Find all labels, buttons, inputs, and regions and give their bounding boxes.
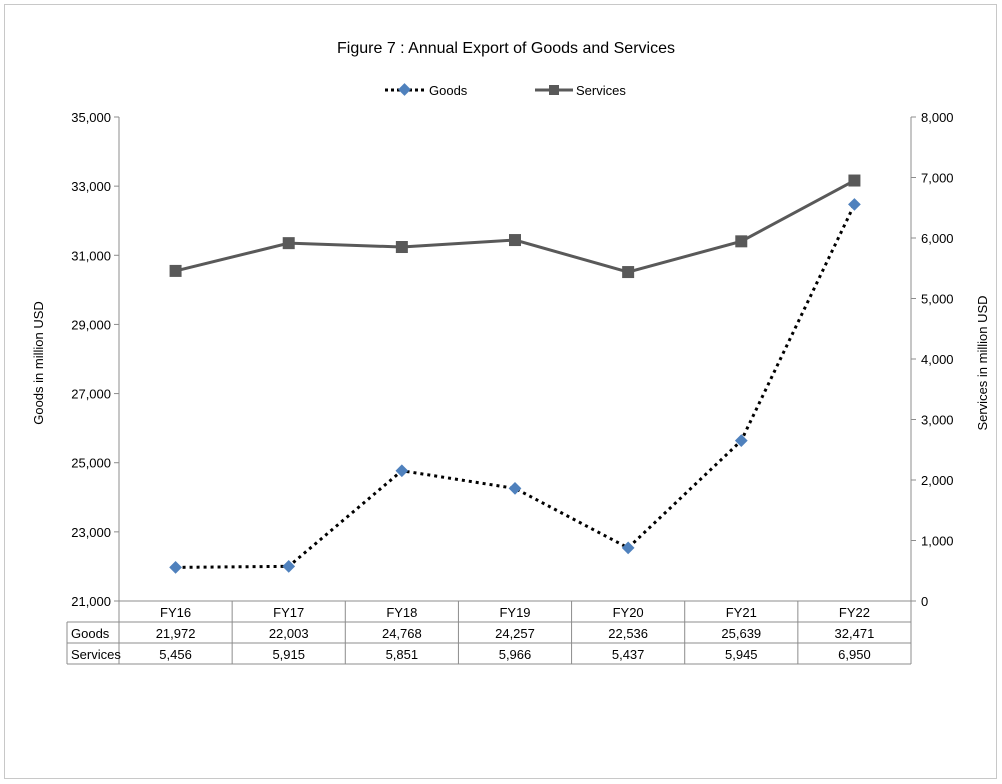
x-tick-label: FY19 [499,605,530,620]
table-cell: 5,945 [725,647,758,662]
y-axis-right-label: Services in million USD [975,295,990,430]
table-cell: 5,437 [612,647,645,662]
y-left-tick-label: 21,000 [71,594,111,609]
y-left-tick-label: 23,000 [71,525,111,540]
legend-item-goods: Goods [385,83,468,98]
services-point [848,174,861,187]
table-cell: 24,257 [495,626,535,641]
x-tick-label: FY16 [160,605,191,620]
table-cell: 5,966 [499,647,532,662]
y-right-tick-label: 6,000 [921,231,954,246]
services-point [169,264,182,277]
goods-point [395,464,409,478]
x-tick-label: FY18 [386,605,417,620]
y-right-tick-label: 7,000 [921,171,954,186]
plot-area: 21,000 23,000 25,000 27,000 29,000 31,000 33,0… [66,110,954,665]
table-cell: 5,456 [159,647,192,662]
services-point [622,266,635,279]
legend-label-services: Services [576,83,626,98]
diamond-marker-icon [398,83,411,96]
y-left-tick-label: 33,000 [71,179,111,194]
y-right-tick-label: 4,000 [921,352,954,367]
services-point [735,235,748,248]
table-cell: 24,768 [382,626,422,641]
table-cell: 5,851 [386,647,419,662]
x-tick-label: FY22 [839,605,870,620]
table-cell: 5,915 [272,647,305,662]
y-right-tick-label: 3,000 [921,413,954,428]
chart-title: Figure 7 : Annual Export of Goods and Se… [337,40,675,57]
table-cell: 22,003 [269,626,309,641]
square-marker-icon [549,85,559,95]
goods-point [169,561,182,574]
chart-frame: Figure 7 : Annual Export of Goods and Se… [4,4,997,779]
table-cell: 22,536 [608,626,648,641]
legend-item-services: Services [535,83,626,98]
y-left-tick-label: 25,000 [71,456,111,471]
legend: Goods Services [385,83,626,98]
y-left-tick-label: 35,000 [71,110,111,125]
table-cell: 25,639 [721,626,761,641]
x-tick-label: FY17 [273,605,304,620]
y-left-tick-label: 31,000 [71,248,111,263]
y-axis-left-label: Goods in million USD [31,301,46,425]
table-cell: 6,950 [838,647,871,662]
series-line-services [175,179,856,274]
table-row-header: Services [71,647,121,662]
y-right-tick-label: 0 [921,594,928,609]
y-right-tick-label: 2,000 [921,473,954,488]
table-cell: 21,972 [156,626,196,641]
y-right-tick-label: 5,000 [921,292,954,307]
services-point [282,237,295,250]
goods-point [508,482,522,495]
table-row-header: Goods [71,626,110,641]
goods-point [621,541,635,555]
goods-point [848,198,861,211]
services-point [395,241,408,254]
x-tick-label: FY20 [613,605,644,620]
x-tick-label: FY21 [726,605,757,620]
services-point [509,234,521,247]
y-left-tick-label: 27,000 [71,387,111,402]
y-left-tick-label: 29,000 [71,317,111,332]
line-chart: Figure 7 : Annual Export of Goods and Se… [31,40,990,665]
legend-label-goods: Goods [429,83,468,98]
table-cell: 32,471 [835,626,875,641]
series-line-goods [175,203,856,569]
y-right-tick-label: 8,000 [921,110,954,125]
y-right-tick-label: 1,000 [921,534,954,549]
